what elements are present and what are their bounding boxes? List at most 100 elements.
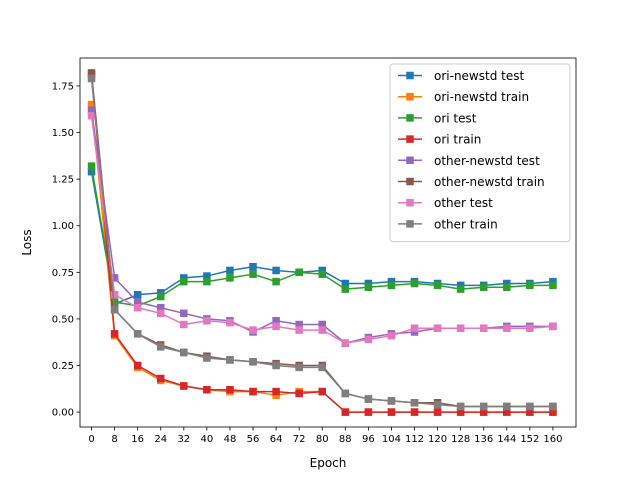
data-point	[387, 331, 396, 340]
legend-label: other train	[434, 217, 498, 231]
data-point	[156, 309, 165, 318]
data-point	[180, 348, 188, 357]
y-tick-label: 1.25	[52, 175, 74, 186]
legend-label: ori test	[434, 111, 477, 125]
series-2	[87, 162, 557, 310]
legend-item: other train	[398, 217, 498, 231]
data-point	[410, 399, 419, 407]
data-point	[341, 408, 350, 416]
data-point	[410, 324, 419, 332]
data-point	[364, 408, 373, 416]
data-point	[526, 408, 534, 416]
y-tick-label: 0.75	[52, 268, 74, 279]
legend-marker	[406, 114, 414, 122]
x-tick-label: 32	[177, 434, 190, 445]
data-point	[87, 162, 96, 170]
data-point	[410, 408, 419, 416]
data-point	[433, 408, 442, 416]
x-tick-label: 96	[362, 434, 375, 445]
x-tick-label: 136	[474, 434, 493, 445]
data-point	[549, 281, 557, 290]
data-point	[272, 322, 280, 331]
data-point	[133, 290, 142, 299]
x-tick-label: 128	[451, 434, 470, 445]
x-tick-label: 104	[382, 434, 401, 445]
data-point	[249, 262, 257, 271]
data-point	[203, 385, 211, 394]
data-point	[87, 100, 96, 109]
x-tick-label: 112	[405, 434, 424, 445]
x-tick-label: 160	[543, 434, 562, 445]
data-point	[156, 343, 165, 351]
series-7	[87, 74, 557, 411]
x-axis-label: Epoch	[310, 456, 347, 470]
data-point	[203, 354, 211, 362]
data-point	[156, 303, 165, 312]
data-point	[318, 326, 326, 334]
data-point	[203, 317, 211, 325]
data-point	[479, 402, 488, 411]
data-point	[249, 326, 257, 334]
x-tick-label: 72	[293, 434, 306, 445]
data-point	[133, 298, 142, 306]
y-tick-label: 0.25	[52, 361, 74, 372]
data-point	[110, 330, 119, 338]
x-tick-label: 40	[201, 434, 214, 445]
data-point	[226, 318, 234, 327]
axes-frame	[79, 57, 577, 428]
legend-item: other-newstd train	[398, 175, 545, 189]
series-6	[87, 112, 557, 347]
data-point	[526, 402, 534, 411]
legend-item: ori train	[398, 133, 481, 147]
data-point	[295, 363, 303, 372]
legend-label: ori-newstd test	[434, 69, 524, 83]
legend-label: ori train	[434, 133, 481, 147]
data-point	[133, 330, 142, 338]
data-point	[272, 361, 280, 370]
legend-marker	[406, 71, 414, 80]
data-point	[364, 283, 373, 291]
data-point	[526, 324, 534, 332]
data-point	[272, 277, 280, 286]
data-point	[526, 281, 534, 290]
data-point	[387, 281, 396, 290]
data-point	[249, 358, 257, 366]
data-point	[549, 402, 557, 411]
data-point	[549, 408, 557, 416]
data-point	[387, 397, 396, 405]
data-point	[364, 335, 373, 344]
y-tick-label: 1.75	[52, 81, 74, 92]
data-point	[156, 292, 165, 301]
data-point	[272, 266, 280, 275]
data-point	[110, 274, 119, 282]
legend-label: other-newstd test	[434, 154, 540, 168]
data-point	[156, 374, 165, 383]
data-point	[364, 395, 373, 403]
legend-label: other test	[434, 196, 493, 210]
x-tick-label: 120	[428, 434, 447, 445]
data-point	[387, 408, 396, 416]
data-point	[318, 387, 326, 396]
data-point	[133, 361, 142, 370]
legend-item: other test	[398, 196, 493, 210]
legend-marker	[406, 220, 414, 228]
y-tick-label: 0.50	[52, 314, 74, 325]
legend-marker	[406, 92, 414, 101]
data-point	[272, 317, 280, 325]
data-point	[503, 402, 511, 411]
data-point	[133, 303, 142, 312]
legend-marker	[406, 135, 414, 143]
data-point	[456, 285, 465, 293]
data-point	[410, 279, 419, 288]
data-point	[341, 339, 350, 347]
data-point	[295, 389, 303, 398]
x-tick-label: 0	[88, 434, 94, 445]
data-point	[87, 69, 96, 77]
data-point	[110, 305, 119, 314]
x-tick-label: 88	[339, 434, 352, 445]
x-tick-label: 152	[520, 434, 539, 445]
y-axis-label: Loss	[20, 229, 34, 255]
data-point	[272, 387, 280, 396]
